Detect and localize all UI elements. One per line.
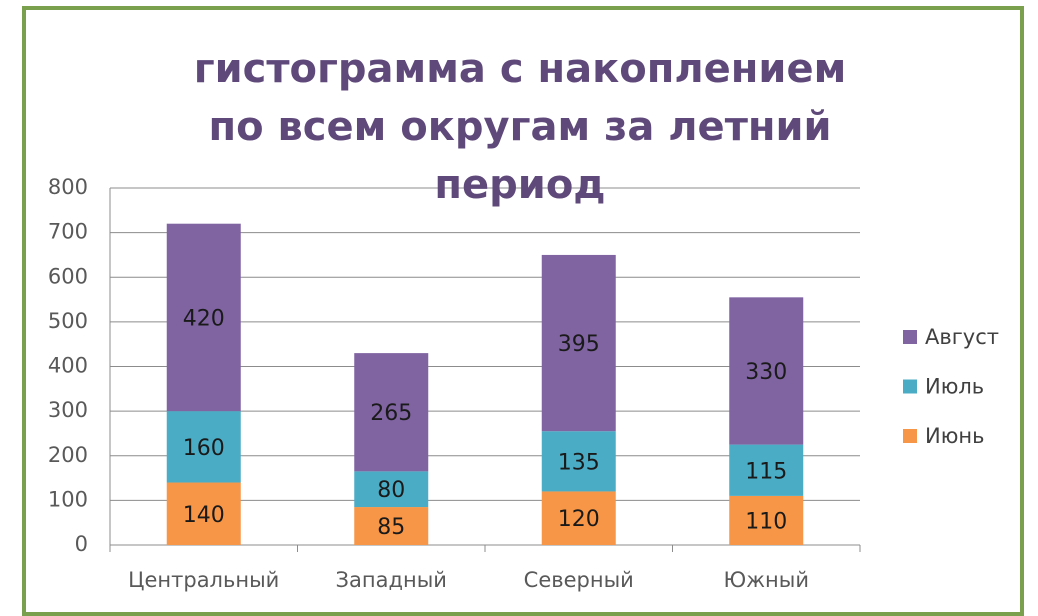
- legend-label: Июнь: [925, 424, 985, 448]
- data-label: 115: [745, 459, 787, 484]
- x-tick-label: Центральный: [128, 568, 279, 592]
- bar-segment: [166, 223, 241, 412]
- data-label: 395: [558, 332, 600, 357]
- legend-label: Июль: [925, 375, 984, 399]
- bar-segment: [729, 495, 804, 545]
- y-tick-label: 400: [48, 354, 88, 378]
- bar-segment: [541, 254, 616, 432]
- y-tick-label: 500: [48, 309, 88, 333]
- bar-segment: [729, 444, 804, 496]
- data-label: 160: [183, 436, 225, 461]
- y-tick-label: 600: [48, 264, 88, 288]
- y-tick-label: 200: [48, 443, 88, 467]
- y-tick-label: 100: [48, 487, 88, 511]
- bar-segment: [729, 297, 804, 445]
- x-tick-label: Западный: [336, 568, 447, 592]
- bar-segment: [354, 471, 429, 508]
- data-label: 265: [370, 401, 412, 426]
- bar-segment: [541, 491, 616, 545]
- x-tick-label: Южный: [723, 568, 809, 592]
- y-tick-label: 700: [48, 220, 88, 244]
- data-label: 120: [558, 507, 600, 532]
- bar-segment: [166, 482, 241, 545]
- bar-segment: [166, 411, 241, 483]
- data-label: 80: [377, 478, 405, 503]
- data-label: 330: [745, 360, 787, 385]
- data-label: 135: [558, 450, 600, 475]
- data-label: 140: [183, 503, 225, 528]
- data-label: 85: [377, 515, 405, 540]
- legend-label: Август: [925, 325, 999, 349]
- bar-segment: [541, 431, 616, 492]
- data-label: 420: [183, 306, 225, 331]
- legend-swatch: [903, 330, 917, 344]
- bar-segment: [354, 507, 429, 545]
- chart-title: гистограмма с накоплением по всем округа…: [193, 46, 847, 208]
- y-tick-label: 300: [48, 398, 88, 422]
- bar-segment: [354, 353, 429, 472]
- legend-swatch: [903, 429, 917, 443]
- legend-swatch: [903, 379, 917, 394]
- data-label: 110: [745, 509, 787, 534]
- y-tick-label: 0: [75, 532, 88, 556]
- x-tick-label: Северный: [524, 568, 634, 592]
- y-tick-label: 800: [48, 175, 88, 199]
